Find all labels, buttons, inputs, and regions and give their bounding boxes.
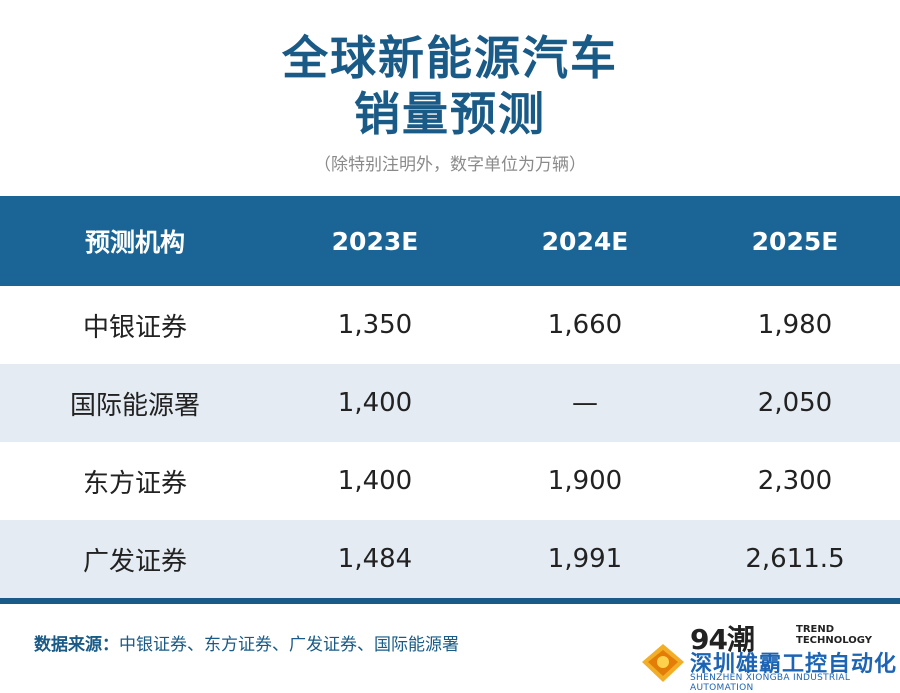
table-cell-2023: 1,400: [337, 466, 413, 496]
header-cell-2024: 2024E: [541, 226, 629, 256]
watermark-company-name: 深圳雄霸工控自动化: [690, 652, 898, 677]
table-cell-2024: —: [572, 388, 598, 418]
table-row: 广发证券 1,484 1,991 2,611.5: [0, 520, 900, 598]
table-cell-institution: 中银证券: [82, 312, 187, 343]
table-row: 中银证券 1,350 1,660 1,980: [0, 286, 900, 364]
table-cell-2025: 2,611.5: [745, 544, 845, 574]
table-cell-institution: 国际能源署: [69, 390, 200, 421]
source-label: 数据来源：: [34, 635, 119, 655]
table-cell-2024: 1,660: [547, 310, 623, 340]
title-block: 全球新能源汽车 销量预测: [0, 30, 900, 142]
brand-tagline-line1: TREND: [796, 624, 835, 635]
table-cell-2024: 1,900: [547, 466, 623, 496]
table-cell-2024: 1,991: [547, 544, 623, 574]
page-title-line1: 全球新能源汽车: [282, 31, 618, 85]
page-title-line2: 销量预测: [354, 87, 546, 141]
forecast-table: 预测机构 2023E 2024E 2025E 中银证券 1,350 1,660 …: [0, 196, 900, 598]
page-subtitle: （除特别注明外，数字单位为万辆）: [314, 155, 586, 175]
table-row: 东方证券 1,400 1,900 2,300: [0, 442, 900, 520]
data-source-note: 数据来源：中银证券、东方证券、广发证券、国际能源署: [34, 630, 459, 655]
watermark-company-english: SHENZHEN XIONGBA INDUSTRIAL AUTOMATION: [690, 673, 851, 693]
brand-logo: 94潮: [690, 623, 755, 656]
table-cell-2025: 1,980: [757, 310, 833, 340]
table-header-row: 预测机构 2023E 2024E 2025E: [0, 196, 900, 286]
table-cell-2023: 1,484: [337, 544, 413, 574]
table-cell-institution: 东方证券: [82, 468, 187, 499]
table-row: 国际能源署 1,400 — 2,050: [0, 364, 900, 442]
watermark-logo-icon: [642, 644, 684, 682]
brand-tagline-line2: TECHNOLOGY: [796, 635, 872, 646]
table-cell-2025: 2,050: [757, 388, 833, 418]
table-cell-institution: 广发证券: [82, 546, 187, 577]
brand-logo-tagline: TREND TECHNOLOGY: [796, 624, 872, 646]
header-cell-institution: 预测机构: [84, 228, 185, 257]
source-text: 中银证券、东方证券、广发证券、国际能源署: [119, 635, 459, 655]
table-cell-2025: 2,300: [757, 466, 833, 496]
header-cell-2025: 2025E: [751, 226, 839, 256]
table-cell-2023: 1,350: [337, 310, 413, 340]
header-cell-2023: 2023E: [331, 226, 419, 256]
table-cell-2023: 1,400: [337, 388, 413, 418]
bottom-divider: [0, 598, 900, 604]
